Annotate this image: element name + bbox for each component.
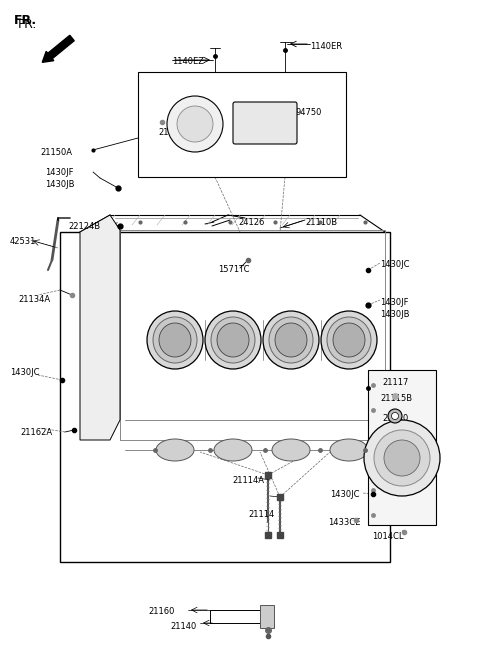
Circle shape xyxy=(177,106,213,142)
Ellipse shape xyxy=(153,317,197,363)
Circle shape xyxy=(392,413,398,420)
Ellipse shape xyxy=(147,311,203,369)
Circle shape xyxy=(364,420,440,496)
Text: 21160: 21160 xyxy=(148,607,174,616)
Text: 1140ER: 1140ER xyxy=(310,42,342,51)
Ellipse shape xyxy=(330,439,368,461)
Ellipse shape xyxy=(327,317,371,363)
Bar xyxy=(138,72,346,177)
Text: 21443: 21443 xyxy=(393,448,420,457)
Ellipse shape xyxy=(156,439,194,461)
Text: 21110B: 21110B xyxy=(305,218,337,227)
Circle shape xyxy=(388,409,402,423)
Polygon shape xyxy=(80,215,120,440)
Ellipse shape xyxy=(205,311,261,369)
Text: 21117: 21117 xyxy=(382,378,408,387)
Text: 1430JC: 1430JC xyxy=(10,368,39,377)
Text: 21115B: 21115B xyxy=(380,394,412,403)
Text: FR.: FR. xyxy=(14,14,37,27)
Text: 1430JC: 1430JC xyxy=(330,490,360,499)
Circle shape xyxy=(384,440,420,476)
Text: 21140: 21140 xyxy=(170,622,196,631)
Circle shape xyxy=(167,96,223,152)
Ellipse shape xyxy=(272,439,310,461)
Text: 21134A: 21134A xyxy=(18,295,50,304)
Text: 1433CE: 1433CE xyxy=(328,518,360,527)
Text: 21162A: 21162A xyxy=(20,428,52,437)
Bar xyxy=(60,232,390,562)
Text: 22124B: 22124B xyxy=(68,222,100,231)
Text: FR.: FR. xyxy=(18,18,37,31)
Bar xyxy=(368,370,436,525)
Ellipse shape xyxy=(159,323,191,357)
Text: 1430JF: 1430JF xyxy=(380,298,408,307)
Ellipse shape xyxy=(263,311,319,369)
FancyArrow shape xyxy=(42,35,74,62)
Text: 1430JB: 1430JB xyxy=(380,310,409,319)
Ellipse shape xyxy=(275,323,307,357)
Text: 21114: 21114 xyxy=(248,510,274,519)
Ellipse shape xyxy=(269,317,313,363)
Circle shape xyxy=(374,430,430,486)
Text: 1140EZ: 1140EZ xyxy=(172,57,204,66)
Text: 21440: 21440 xyxy=(382,414,408,423)
Bar xyxy=(260,605,274,628)
Text: 21353R: 21353R xyxy=(158,128,191,137)
Text: 21114A: 21114A xyxy=(232,476,264,485)
Text: 94750: 94750 xyxy=(295,108,322,117)
FancyBboxPatch shape xyxy=(233,102,297,144)
Ellipse shape xyxy=(321,311,377,369)
Text: 1571TC: 1571TC xyxy=(218,265,250,274)
Ellipse shape xyxy=(214,439,252,461)
Text: 1430JB: 1430JB xyxy=(45,180,74,189)
Text: 1430JF: 1430JF xyxy=(45,168,73,177)
Ellipse shape xyxy=(333,323,365,357)
Text: 21150A: 21150A xyxy=(40,148,72,157)
Text: 1430JC: 1430JC xyxy=(380,260,409,269)
Text: 1014CL: 1014CL xyxy=(372,532,404,541)
Ellipse shape xyxy=(217,323,249,357)
Text: 42531: 42531 xyxy=(10,237,36,246)
Text: 24126: 24126 xyxy=(238,218,264,227)
Ellipse shape xyxy=(211,317,255,363)
